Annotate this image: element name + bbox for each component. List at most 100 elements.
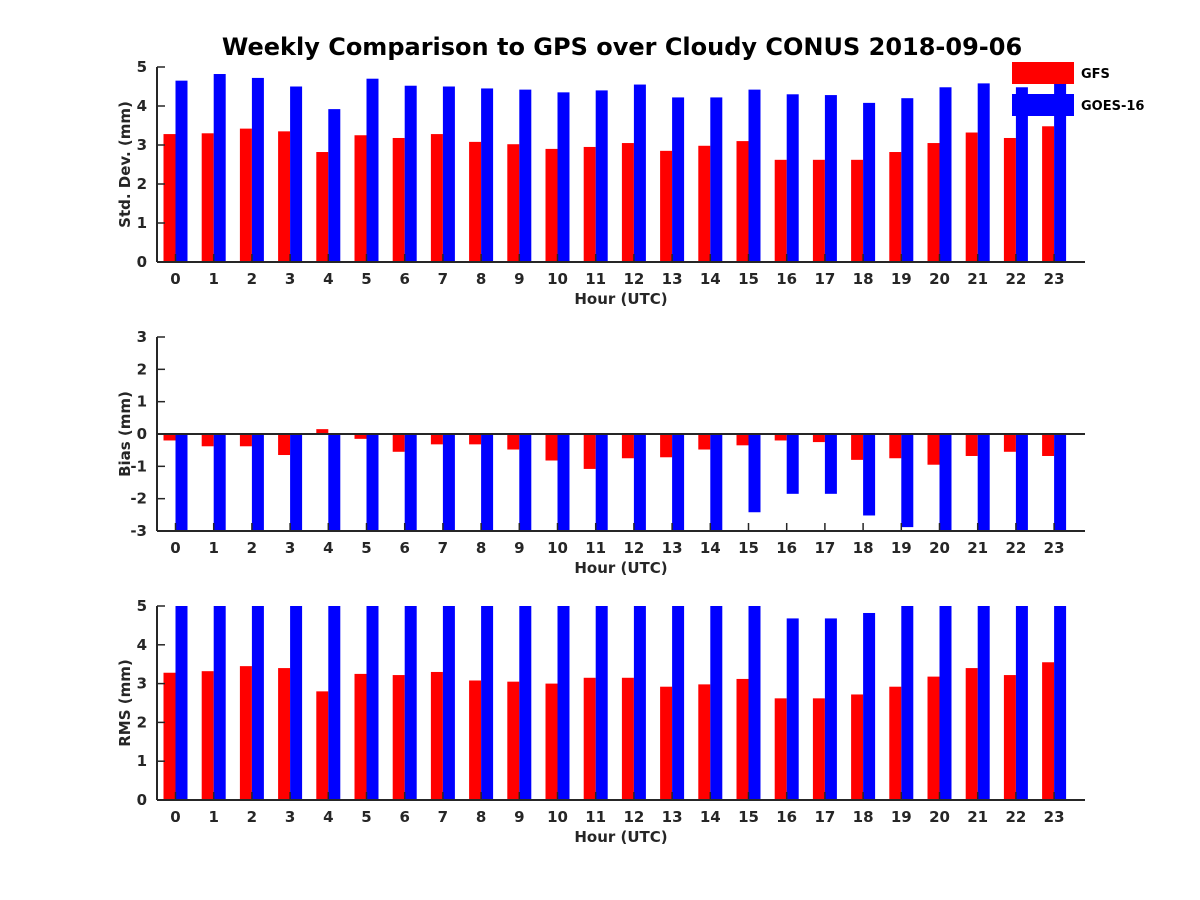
bar-goes-16-8 (481, 88, 494, 262)
bar-goes-16-13 (672, 97, 685, 262)
x-tick-label: 19 (891, 539, 912, 557)
x-axis-label: Hour (UTC) (574, 559, 667, 577)
bar-gfs-3 (278, 131, 291, 262)
x-tick-label: 13 (662, 808, 683, 826)
bar-goes-16-16 (786, 618, 799, 800)
bar-gfs-5 (354, 673, 367, 800)
x-tick-label: 16 (776, 270, 797, 288)
bar-gfs-3 (278, 668, 291, 800)
y-tick-label: 0 (137, 791, 147, 809)
bar-goes-16-6 (404, 606, 417, 800)
bar-goes-16-8 (481, 434, 494, 531)
bar-goes-16-9 (519, 89, 532, 263)
x-tick-label: 0 (170, 270, 180, 288)
y-tick-label: -3 (130, 522, 147, 540)
y-axis-label: Std. Dev. (mm) (116, 101, 134, 228)
bar-gfs-18 (851, 434, 864, 460)
y-tick-label: 5 (137, 597, 147, 615)
bar-gfs-13 (660, 686, 673, 800)
bar-gfs-23 (1042, 126, 1055, 262)
y-tick-label: -1 (130, 457, 147, 475)
bar-goes-16-12 (633, 84, 646, 262)
legend: GFS GOES-16 (1012, 62, 1144, 116)
bar-gfs-19 (889, 686, 902, 800)
bar-goes-16-23 (1054, 606, 1067, 800)
bar-gfs-17 (812, 159, 825, 262)
bar-gfs-19 (889, 434, 902, 459)
bar-gfs-6 (392, 137, 405, 262)
bar-gfs-9 (507, 434, 520, 450)
x-tick-label: 4 (323, 539, 333, 557)
bar-gfs-1 (201, 133, 214, 262)
x-tick-label: 13 (662, 539, 683, 557)
bar-goes-16-1 (213, 434, 226, 531)
bar-goes-16-4 (328, 434, 341, 531)
x-tick-label: 10 (547, 808, 568, 826)
x-tick-label: 4 (323, 808, 333, 826)
x-tick-label: 9 (514, 808, 524, 826)
bar-goes-16-19 (901, 434, 914, 528)
bar-goes-16-3 (290, 606, 303, 800)
bar-gfs-21 (965, 132, 978, 262)
bar-goes-16-18 (863, 434, 876, 516)
bar-goes-16-15 (748, 606, 761, 800)
x-tick-label: 23 (1044, 270, 1065, 288)
bar-goes-16-5 (366, 78, 379, 262)
bar-gfs-20 (927, 676, 940, 800)
y-tick-label: 1 (137, 393, 147, 411)
y-tick-label: 2 (137, 713, 147, 731)
bar-goes-16-5 (366, 606, 379, 800)
bar-gfs-22 (1003, 675, 1016, 800)
bar-goes-16-17 (824, 618, 837, 800)
bar-gfs-16 (774, 434, 787, 441)
bar-gfs-12 (621, 434, 634, 459)
y-tick-label: 3 (137, 136, 147, 154)
bar-gfs-10 (545, 683, 558, 800)
x-tick-label: 2 (247, 539, 257, 557)
y-tick-label: 2 (137, 360, 147, 378)
bar-gfs-1 (201, 434, 214, 447)
bar-goes-16-11 (595, 606, 608, 800)
x-tick-label: 23 (1044, 539, 1065, 557)
x-tick-label: 21 (967, 270, 988, 288)
bar-gfs-0 (163, 672, 176, 800)
bar-gfs-23 (1042, 662, 1055, 800)
bar-goes-16-4 (328, 109, 341, 263)
y-axis-label: RMS (mm) (116, 659, 134, 746)
x-tick-label: 21 (967, 539, 988, 557)
bar-goes-16-20 (939, 434, 952, 531)
y-tick-label: -2 (130, 490, 147, 508)
y-tick-label: 0 (137, 253, 147, 271)
x-tick-label: 7 (438, 539, 448, 557)
bar-goes-16-17 (824, 95, 837, 262)
bar-gfs-17 (812, 698, 825, 800)
x-tick-label: 12 (623, 270, 644, 288)
x-tick-label: 6 (399, 539, 409, 557)
x-tick-label: 11 (585, 270, 606, 288)
bar-gfs-0 (163, 134, 176, 262)
x-tick-label: 5 (361, 270, 371, 288)
x-tick-label: 10 (547, 270, 568, 288)
bar-goes-16-13 (672, 606, 685, 800)
bar-goes-16-6 (404, 434, 417, 531)
bar-goes-16-10 (557, 606, 570, 800)
x-tick-label: 13 (662, 270, 683, 288)
bar-goes-16-14 (710, 97, 723, 262)
x-tick-label: 19 (891, 270, 912, 288)
bar-gfs-12 (621, 143, 634, 262)
x-tick-label: 5 (361, 539, 371, 557)
x-tick-label: 17 (814, 808, 835, 826)
bar-gfs-8 (469, 434, 482, 445)
y-tick-label: 1 (137, 214, 147, 232)
bar-goes-16-2 (251, 77, 264, 262)
bar-gfs-19 (889, 152, 902, 262)
x-tick-label: 17 (814, 539, 835, 557)
x-tick-label: 0 (170, 539, 180, 557)
bar-goes-16-19 (901, 606, 914, 800)
x-tick-label: 7 (438, 808, 448, 826)
bar-goes-16-22 (1015, 87, 1028, 262)
x-tick-label: 8 (476, 808, 486, 826)
bar-goes-16-16 (786, 94, 799, 262)
